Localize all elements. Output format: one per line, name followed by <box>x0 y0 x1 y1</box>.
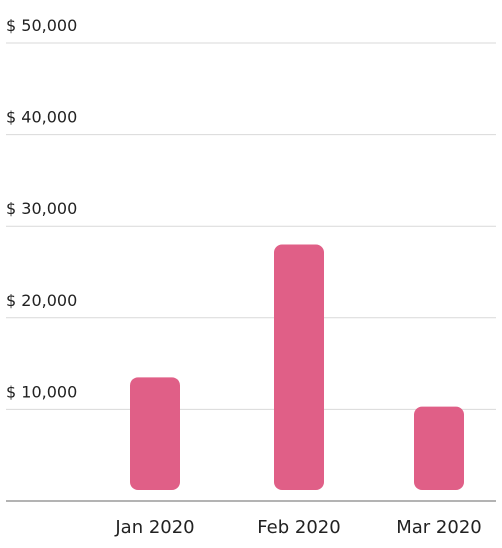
x-axis-category-labels: Jan 2020 Feb 2020 Mar 2020 <box>114 517 481 538</box>
bar-jan-2020 <box>130 377 180 490</box>
y-tick-label: $ 40,000 <box>6 108 77 127</box>
x-category-label: Jan 2020 <box>114 517 194 538</box>
x-category-label: Feb 2020 <box>257 517 340 538</box>
y-tick-label: $ 20,000 <box>6 291 77 310</box>
y-tick-label: $ 50,000 <box>6 16 77 35</box>
bars <box>130 244 464 490</box>
bar-mar-2020 <box>414 406 464 490</box>
y-axis-tick-labels: $ 10,000 $ 20,000 $ 30,000 $ 40,000 $ 50,000 <box>6 16 77 401</box>
bar-feb-2020 <box>274 244 324 490</box>
gridlines <box>6 42 496 410</box>
x-category-label: Mar 2020 <box>396 517 482 538</box>
y-tick-label: $ 10,000 <box>6 382 77 401</box>
y-tick-label: $ 30,000 <box>6 199 77 218</box>
